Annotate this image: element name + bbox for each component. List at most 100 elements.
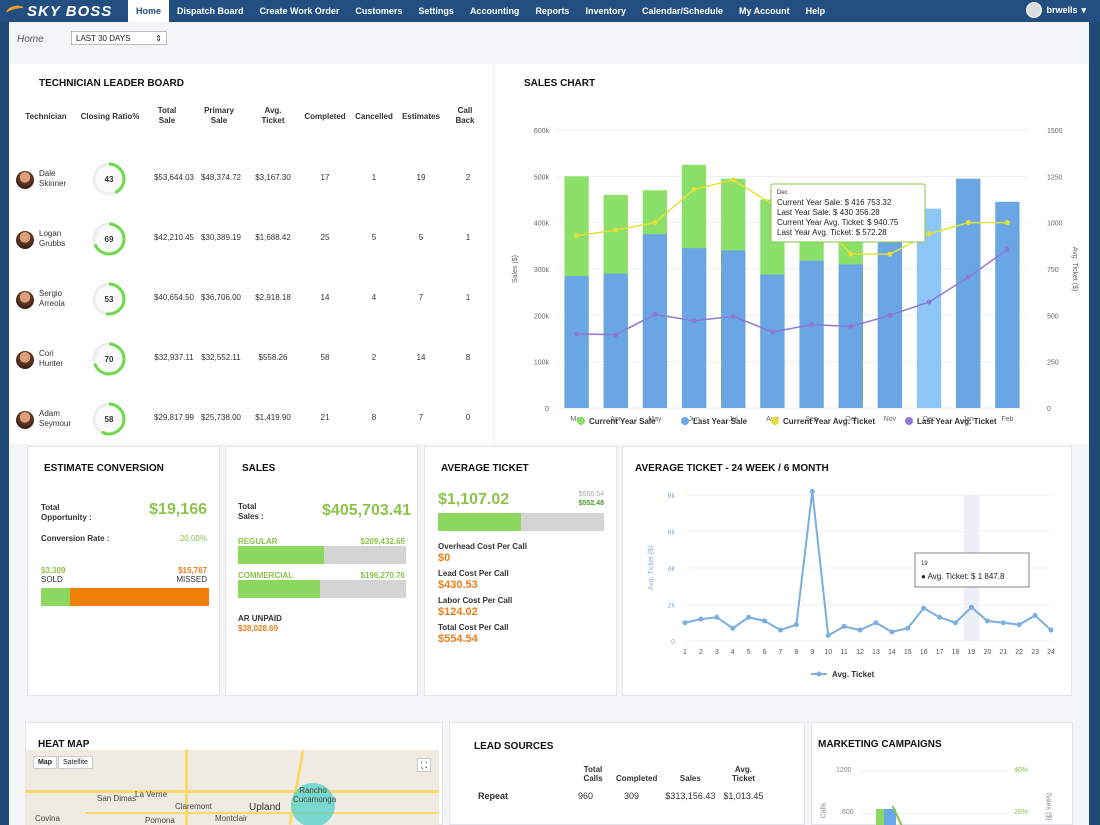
tooltip-box bbox=[770, 183, 926, 243]
avg-ticket-point bbox=[777, 627, 783, 633]
table-row[interactable]: Sergio Arreola 53 $40,654.50 $36,706.00 $2,9… bbox=[9, 281, 489, 341]
col-cancelled: Cancelled bbox=[355, 112, 393, 121]
avg-ticket-point bbox=[873, 620, 879, 626]
lead-sources-title: LEAD SOURCES bbox=[474, 741, 554, 752]
x-tick-label: May bbox=[648, 416, 662, 423]
user-name: brwells bbox=[1046, 5, 1078, 15]
y-tick-label: 400k bbox=[534, 221, 550, 228]
nav-calendar-schedule[interactable]: Calendar/Schedule bbox=[641, 6, 723, 16]
x-tick-label: 7 bbox=[779, 649, 783, 656]
heat-map[interactable]: Map Satellite ⛶ San Dimas Claremont Upla… bbox=[25, 750, 439, 825]
cell-cancelled: 4 bbox=[371, 293, 377, 302]
cell-completed: 17 bbox=[320, 173, 330, 182]
map-label-claremont: Claremont bbox=[175, 802, 212, 811]
avg-ticket-point bbox=[714, 614, 720, 620]
sold-label: SOLD bbox=[41, 575, 63, 584]
marketing-bar bbox=[884, 809, 896, 825]
tooltip-line: Current Year Sale: $ 416 753.32 bbox=[777, 198, 892, 207]
x-tick-label: 19 bbox=[968, 649, 976, 656]
nav-inventory[interactable]: Inventory bbox=[585, 6, 626, 16]
legend-marker bbox=[681, 417, 689, 425]
x-tick-label: Oct bbox=[845, 416, 856, 423]
estimate-conversion-title: ESTIMATE CONVERSION bbox=[44, 463, 164, 474]
nav-help[interactable]: Help bbox=[805, 6, 826, 16]
cell-primary: $32,552.11 bbox=[201, 353, 241, 362]
x-tick-label: Nov bbox=[884, 416, 897, 423]
map-tab-satellite[interactable]: Satellite bbox=[58, 756, 93, 769]
technician-avatar bbox=[16, 171, 34, 189]
col-technician: Technician bbox=[25, 112, 67, 121]
avg-ticket-point bbox=[921, 605, 927, 611]
closing-ratio-value: 53 bbox=[105, 295, 114, 304]
avg-ticket-point bbox=[1048, 627, 1054, 633]
current-avg-ticket-line-point bbox=[652, 220, 658, 226]
nav-accounting[interactable]: Accounting bbox=[469, 6, 520, 16]
cell-completed: 21 bbox=[320, 413, 330, 422]
tooltip-title: Dec bbox=[777, 190, 788, 196]
x-tick-label: 3 bbox=[715, 649, 719, 656]
last-year-bar bbox=[799, 260, 824, 408]
nav-settings[interactable]: Settings bbox=[418, 6, 454, 16]
x-tick-label: 14 bbox=[888, 649, 896, 656]
table-row[interactable]: Repeat 960 309 $313,156.43 $1,013.45 bbox=[464, 783, 767, 801]
last-year-bar bbox=[877, 231, 903, 408]
table-row[interactable]: Dale Skinner 43 $53,644.03 $48,374.72 $3,167… bbox=[9, 161, 489, 221]
cell-total: $42,210.45 bbox=[153, 233, 195, 242]
table-row[interactable]: Cori Hunter 70 $32,937.11 $32,552.11 $558.26… bbox=[9, 341, 489, 401]
sold-bar-fill bbox=[41, 588, 70, 606]
closing-ratio-ring: 69 bbox=[92, 222, 126, 256]
table-row[interactable]: Adam Seymour 58 $29,817.99 $25,738.00 $1,419… bbox=[9, 401, 489, 461]
estimate-conversion-panel: ESTIMATE CONVERSION Total Opportunity : … bbox=[27, 446, 220, 696]
last-avg-ticket-line-point bbox=[965, 274, 971, 280]
total-opportunity-value: $19,166 bbox=[149, 501, 207, 518]
missed-label: MISSED bbox=[176, 575, 207, 584]
avg-ticket-point bbox=[746, 614, 752, 620]
chevron-down-icon: ▾ bbox=[1081, 4, 1086, 15]
x-tick-label: 17 bbox=[936, 649, 944, 656]
user-menu[interactable]: brwells ▾ bbox=[1026, 2, 1086, 18]
cost-item-value: $0 bbox=[438, 552, 451, 564]
x-tick-label: 11 bbox=[840, 649, 847, 656]
map-tab-map[interactable]: Map bbox=[33, 756, 57, 769]
commercial-bar bbox=[238, 580, 406, 598]
lead-sources-table: Total Calls Completed Sales Avg. Ticket … bbox=[464, 765, 767, 801]
tooltip-line: Current Year Avg. Ticket: $ 940.75 bbox=[777, 218, 899, 227]
average-ticket-title: AVERAGE TICKET bbox=[441, 463, 529, 474]
breadcrumb[interactable]: Home bbox=[17, 34, 44, 45]
last-avg-ticket-line-point bbox=[1004, 247, 1010, 253]
y2-tick-label: 500 bbox=[1047, 313, 1059, 320]
date-range-select[interactable]: LAST 30 DAYS ⇕ bbox=[71, 31, 167, 45]
technician-name: Adam Seymour bbox=[39, 409, 72, 428]
x-tick-label: Feb bbox=[1001, 416, 1013, 423]
closing-ratio-value: 43 bbox=[105, 175, 114, 184]
skyboss-logo[interactable]: SKY BOSS bbox=[0, 3, 128, 20]
technician-avatar bbox=[16, 291, 34, 309]
cell-estimates: 19 bbox=[416, 173, 426, 182]
last-avg-ticket-line-point bbox=[848, 323, 854, 329]
cell-primary: $25,738.00 bbox=[200, 413, 242, 422]
nav-reports[interactable]: Reports bbox=[535, 6, 570, 16]
nav-create-work-order[interactable]: Create Work Order bbox=[259, 6, 340, 16]
tooltip-line: ● Avg. Ticket: $ 1 847.8 bbox=[921, 572, 1005, 581]
table-row[interactable]: Logan Grubbs 69 $42,210.45 $30,389.19 $1,688… bbox=[9, 221, 489, 281]
y-tick-label: 2k bbox=[668, 603, 676, 610]
fullscreen-icon[interactable]: ⛶ bbox=[417, 758, 431, 772]
y-tick-label: 300k bbox=[534, 267, 550, 274]
map-road bbox=[85, 812, 439, 814]
legend-label: Last Year Avg. Ticket bbox=[917, 417, 997, 426]
heat-map-title: HEAT MAP bbox=[38, 739, 90, 750]
technician-name: Sergio Arreola bbox=[39, 289, 65, 308]
cell-total: $40,654.50 bbox=[153, 293, 195, 302]
cell-callback: 2 bbox=[465, 173, 471, 182]
nav-my-account[interactable]: My Account bbox=[739, 6, 790, 16]
current-avg-ticket-line-point bbox=[730, 177, 736, 183]
nav-dispatch-board[interactable]: Dispatch Board bbox=[177, 6, 244, 16]
last-avg-ticket-line-point bbox=[691, 318, 697, 324]
x-tick-label: 21 bbox=[999, 649, 1007, 656]
last-avg-ticket-line-point bbox=[613, 332, 619, 338]
nav-customers[interactable]: Customers bbox=[355, 6, 403, 16]
marketing-y2tick: 40% bbox=[1014, 767, 1029, 774]
nav-home[interactable]: Home bbox=[128, 0, 170, 22]
cell-avg: $2,918.18 bbox=[255, 293, 291, 302]
